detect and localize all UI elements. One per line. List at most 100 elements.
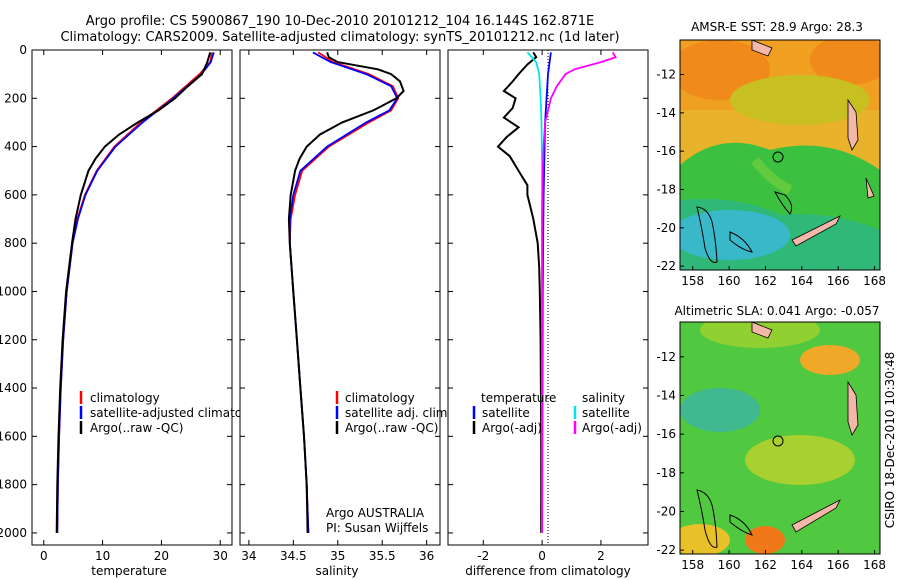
sst-map-title: AMSR-E SST: 28.9 Argo: 28.3 bbox=[691, 20, 863, 34]
sla-lat-label: -12 bbox=[656, 350, 676, 364]
sst-argo-position-marker bbox=[772, 151, 784, 163]
sla-lon-label: 166 bbox=[827, 558, 850, 572]
sst-lat-label: -22 bbox=[656, 259, 676, 273]
difference-profile-xtick-label: -2 bbox=[477, 549, 489, 563]
sst-map-panel: AMSR-E SST: 28.9 Argo: 28.3 158 160 162 164… bbox=[656, 20, 886, 289]
sla-lat-label: -20 bbox=[656, 504, 676, 518]
salinity-legend: climatology satellite adj. clim. Argo(..… bbox=[335, 391, 451, 435]
sla-field bbox=[680, 322, 880, 554]
sla-lon-label: 158 bbox=[681, 558, 704, 572]
sst-cold-patch bbox=[680, 210, 790, 260]
salinity-profile-xtick-label: 35.5 bbox=[369, 549, 396, 563]
salinity-legend-climatology: climatology bbox=[345, 391, 415, 405]
sst-reef-contour-1 bbox=[696, 206, 718, 263]
series-temperature-argo-adj- bbox=[496, 51, 543, 533]
sla-map-panel: Altimetric SLA: 0.041 Argo: -0.057 158 16… bbox=[656, 304, 886, 572]
salinity-profile-xtick-label: 35 bbox=[330, 549, 345, 563]
sla-map-frame bbox=[679, 321, 881, 555]
sst-reef-contour-2 bbox=[729, 231, 753, 253]
title-line-1: Argo profile: CS 5900867_190 10-Dec-2010… bbox=[86, 14, 594, 29]
series-argo-raw-qc- bbox=[55, 52, 212, 533]
difference-plot-frame bbox=[447, 49, 649, 546]
sla-lon-label: 164 bbox=[790, 558, 813, 572]
east-island bbox=[865, 177, 875, 199]
difference-legend-temp-argo: Argo(-adj) bbox=[482, 421, 542, 435]
temperature-plot-frame bbox=[31, 49, 233, 546]
temperature-legend-adjusted: satellite-adjusted climatology bbox=[90, 406, 268, 420]
difference-legend: temperature satellite Argo(-adj) salinit… bbox=[472, 391, 642, 435]
temperature-legend: climatology satellite-adjusted climatolo… bbox=[79, 391, 268, 435]
sla-cool-eddy bbox=[680, 388, 760, 432]
sla-lon-label: 162 bbox=[754, 558, 777, 572]
sla-lat-label: -14 bbox=[656, 388, 676, 402]
sst-lon-label: 168 bbox=[863, 274, 886, 288]
sst-map-axis-ticks: 158 160 162 164 166 168 -12 -14 -16 -18 -20 -22 bbox=[656, 68, 886, 289]
sst-front bbox=[751, 156, 793, 195]
salinity-xlabel: salinity bbox=[315, 564, 358, 578]
sla-warm-south bbox=[745, 435, 855, 485]
difference-axis-ticks: -2 0 2 bbox=[448, 49, 648, 563]
temperature-axis-ticks: 0 10 20 30 0 200 400 600 800 1000 1200 1400 1600 1800… bbox=[0, 43, 232, 563]
difference-panel: -2 0 2 difference from climatology tempera… bbox=[447, 49, 649, 578]
sla-lat-label: -18 bbox=[656, 466, 676, 480]
temperature-profile-xtick-label: 30 bbox=[213, 549, 228, 563]
sla-vanuatu-islands bbox=[847, 380, 859, 436]
depth-ytick-label: 1200 bbox=[0, 333, 27, 347]
series-salinity-argo-adj- bbox=[541, 51, 617, 533]
sla-lat-label: -22 bbox=[656, 543, 676, 557]
salinity-profile-xtick-label: 36 bbox=[419, 549, 434, 563]
sla-map-title: Altimetric SLA: 0.041 Argo: -0.057 bbox=[674, 304, 879, 318]
salinity-panel: 34 34.5 35 35.5 36 salinity climatology sate… bbox=[239, 49, 451, 578]
credit-timestamp: CSIRO 18-Dec-2010 10:30:48 bbox=[883, 352, 897, 529]
salinity-profile-xtick-label: 34.5 bbox=[280, 549, 307, 563]
sla-orange-southwest bbox=[680, 524, 730, 554]
sst-lon-label: 166 bbox=[827, 274, 850, 288]
depth-ytick-label: 0 bbox=[19, 43, 27, 57]
difference-lines bbox=[496, 51, 617, 533]
depth-ytick-label: 400 bbox=[4, 140, 27, 154]
sla-map-axis-ticks: 158 160 162 164 166 168 -12 -14 -16 -18 -20 -22 bbox=[656, 350, 886, 572]
depth-ytick-label: 1000 bbox=[0, 284, 27, 298]
sst-lat-label: -14 bbox=[656, 106, 676, 120]
argo-pi-label: PI: Susan Wijffels bbox=[326, 521, 428, 535]
sla-solomon-islands bbox=[751, 322, 773, 339]
sst-lon-label: 158 bbox=[681, 274, 704, 288]
sla-orange-north bbox=[800, 345, 860, 375]
difference-profile-xtick-label: 0 bbox=[538, 549, 546, 563]
depth-ytick-label: 1600 bbox=[0, 429, 27, 443]
sla-reef-contour-1 bbox=[696, 489, 718, 548]
sst-lon-label: 162 bbox=[754, 274, 777, 288]
sla-reef-contour-2 bbox=[729, 514, 753, 536]
difference-legend-salinity-heading: salinity bbox=[582, 391, 625, 405]
sst-lat-label: -18 bbox=[656, 183, 676, 197]
sst-lat-label: -20 bbox=[656, 221, 676, 235]
sst-field bbox=[680, 40, 880, 270]
depth-ytick-label: 200 bbox=[4, 91, 27, 105]
sst-lon-label: 160 bbox=[718, 274, 741, 288]
temperature-profile-xtick-label: 0 bbox=[40, 549, 48, 563]
sst-map-frame bbox=[679, 39, 881, 271]
depth-ytick-label: 1400 bbox=[0, 381, 27, 395]
title-line-2: Climatology: CARS2009. Satellite-adjuste… bbox=[60, 30, 619, 45]
depth-ytick-label: 600 bbox=[4, 188, 27, 202]
difference-legend-sal-argo: Argo(-adj) bbox=[582, 421, 642, 435]
series-argo-raw-qc- bbox=[287, 52, 405, 533]
new-caledonia-landmass bbox=[791, 215, 841, 247]
temperature-profile-xtick-label: 20 bbox=[154, 549, 169, 563]
vanuatu-islands bbox=[847, 98, 859, 151]
salinity-lines bbox=[287, 51, 405, 533]
sst-hot-patch-east bbox=[810, 40, 880, 85]
difference-xlabel: difference from climatology bbox=[465, 564, 631, 578]
sla-new-caledonia bbox=[791, 499, 841, 533]
temperature-lines bbox=[55, 52, 215, 533]
sla-hot-spot bbox=[745, 526, 785, 554]
temperature-legend-climatology: climatology bbox=[90, 391, 160, 405]
depth-ytick-label: 800 bbox=[4, 236, 27, 250]
difference-profile-xtick-label: 2 bbox=[597, 549, 605, 563]
sla-lon-label: 160 bbox=[718, 558, 741, 572]
sst-lon-label: 164 bbox=[790, 274, 813, 288]
sst-transition-band bbox=[730, 75, 870, 125]
depth-ytick-label: 1800 bbox=[0, 478, 27, 492]
temperature-profile-xtick-label: 10 bbox=[95, 549, 110, 563]
